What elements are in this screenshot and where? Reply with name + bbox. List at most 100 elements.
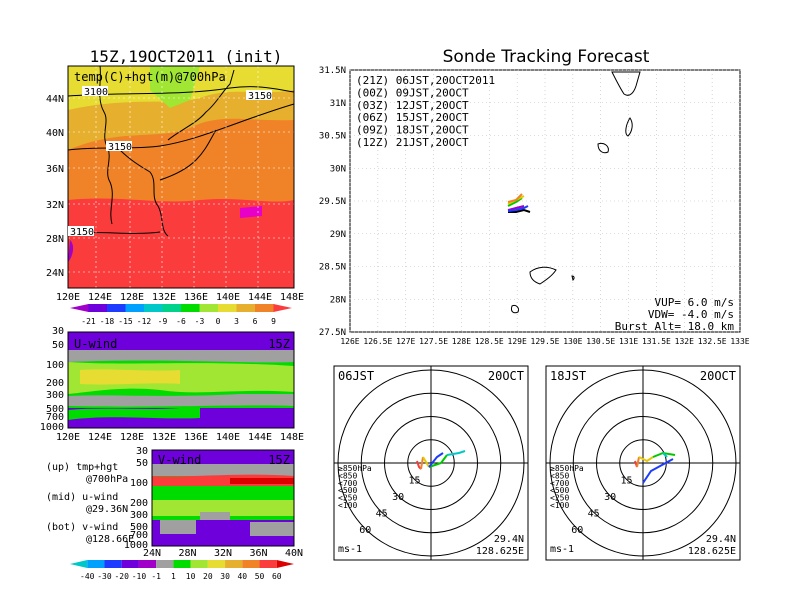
pressure-level-legend: <700 (550, 479, 569, 488)
launch-legend-entry: (21Z) 06JST,20OCT2011 (356, 74, 495, 87)
u-wind-lon-ticks: 120E 124E 128E 132E 136E 140E 144E 148E (56, 432, 304, 443)
launch-legend: (21Z) 06JST,20OCT2011(00Z) 09JST,20OCT(0… (356, 74, 495, 149)
hodograph-time: 06JST (338, 369, 374, 383)
pressure-tick-label: 30 (136, 446, 148, 457)
lon-tick-label: 148E (280, 292, 304, 303)
lat-tick-label: 40N (46, 128, 64, 139)
lon-tick-label: 120E (56, 292, 80, 303)
island-outline (625, 117, 633, 137)
colorbar-label: -20 (114, 572, 129, 581)
v-wind-time: 15Z (268, 453, 290, 467)
hodograph-trace (420, 456, 424, 470)
colorbar-swatch (225, 560, 243, 568)
hodograph-date: 20OCT (488, 369, 524, 383)
ascent-speed: VUP= 6.0 m/s (655, 296, 734, 309)
speed-ring-label: 15 (621, 475, 633, 486)
colorbar-swatch (104, 560, 122, 568)
speed-ring-label: 15 (409, 475, 421, 486)
left-lon-ticks: 120E 124E 128E 132E 136E 140E 144E 148E (56, 292, 304, 303)
colorbar-swatch (173, 560, 191, 568)
colorbar-label: -3 (195, 317, 205, 326)
lat-tick-label: 30.5N (319, 132, 346, 142)
pressure-level-legend: ≥850hPa (550, 464, 584, 473)
colorbar-label: 1 (171, 572, 176, 581)
colorbar-swatch (218, 304, 237, 312)
colorbar-swatch (255, 304, 274, 312)
lat-tick-label: 24N (46, 268, 64, 279)
colorbar-swatch (162, 304, 181, 312)
hodograph-time: 18JST (550, 369, 586, 383)
legend-mid: (mid) u-wind (46, 492, 118, 503)
hodograph-trace (428, 452, 444, 468)
colorbar-swatch (207, 560, 226, 568)
island-outline (511, 305, 519, 314)
colorbar-label: 6 (253, 317, 258, 326)
lat-tick-label: 31.5N (319, 66, 346, 76)
lat-tick-label: 36N (46, 164, 64, 175)
lon-tick-label: 130.5E (586, 337, 615, 346)
pressure-level-legend: <500 (550, 486, 569, 495)
colorbar-label: -18 (100, 317, 115, 326)
speed-ring-label: 45 (376, 508, 388, 519)
u-wind-label: U-wind (74, 337, 117, 351)
island-outline (597, 143, 609, 154)
contour-label: 3150 (248, 91, 272, 102)
v-wind-cross-section (151, 449, 295, 547)
colorbar-swatch (138, 560, 157, 568)
lon-tick-label: 136E (184, 292, 208, 303)
pressure-level-legend: <500 (338, 486, 357, 495)
launch-legend-entry: (12Z) 21JST,20OCT (356, 136, 469, 149)
hodograph-trace (642, 458, 674, 484)
launch-legend-entry: (03Z) 12JST,20OCT (356, 99, 469, 112)
hodograph-trace (636, 456, 640, 468)
pressure-tick-label: 200 (46, 378, 64, 389)
lat-tick-label: 32N (46, 200, 64, 211)
pressure-tick-label: 700 (130, 530, 148, 541)
lat-tick-label: 28N (330, 295, 346, 305)
lon-tick-label: 128E (452, 337, 471, 346)
u-wind-time: 15Z (268, 337, 290, 351)
hodograph-trace (662, 452, 668, 458)
pressure-tick-label: 100 (130, 478, 148, 489)
lon-tick-label: 124E (88, 292, 112, 303)
lon-tick-label: 144E (248, 432, 272, 443)
colorbar-swatch (144, 304, 163, 312)
colorbar-swatch (70, 560, 88, 568)
units-label: ms-1 (550, 544, 574, 555)
hodograph-trace (638, 456, 654, 463)
lon-tick-label: 126E (340, 337, 359, 346)
pressure-tick-label: 100 (46, 360, 64, 371)
lat-tick-label: 36N (249, 548, 267, 559)
hodograph-18jst: 60 45 30 15 18JST 20OCT ≥850hPa<850<700<500<25… (545, 365, 741, 561)
colorbar-label: 9 (271, 317, 276, 326)
hodograph-trace (428, 454, 448, 468)
track-lon-ticks: 126E 126.5E 127E 127.5E 128E 128.5E 129E 129.5E… (340, 337, 749, 346)
lat-tick-label: 29.5N (319, 197, 346, 207)
pressure-tick-label: 700 (46, 412, 64, 423)
pressure-tick-label: 1000 (124, 540, 148, 551)
colorbar-label: 40 (237, 572, 247, 581)
colorbar-swatch (273, 304, 292, 312)
lat-tick-label: 40N (285, 548, 303, 559)
contour-label: 3100 (84, 87, 108, 98)
lat-tick-label: 27.5N (319, 328, 346, 338)
lon-tick-label: 124E (88, 432, 112, 443)
v-wind-label: V-wind (158, 453, 201, 467)
legend-bot-level: @128.66E (86, 534, 134, 545)
lon-tick-label: 130E (563, 337, 582, 346)
hodograph-trace (446, 450, 466, 456)
lon-tick-label: 127.5E (419, 337, 448, 346)
pressure-tick-label: 30 (52, 326, 64, 337)
colorbar-swatch (121, 560, 139, 568)
pressure-tick-label: 500 (130, 522, 148, 533)
lon-tick-label: 131.5E (642, 337, 671, 346)
pressure-level-legend: <250 (338, 494, 357, 503)
lon-tick-label: 126.5E (363, 337, 392, 346)
left-lat-ticks: 44N 40N 36N 32N 28N 24N (46, 94, 64, 279)
hodograph-latitude: 29.4N (494, 534, 524, 545)
hodograph-longitude: 128.625E (688, 546, 736, 557)
contour-label: 3150 (70, 227, 94, 238)
lon-tick-label: 132E (152, 432, 176, 443)
